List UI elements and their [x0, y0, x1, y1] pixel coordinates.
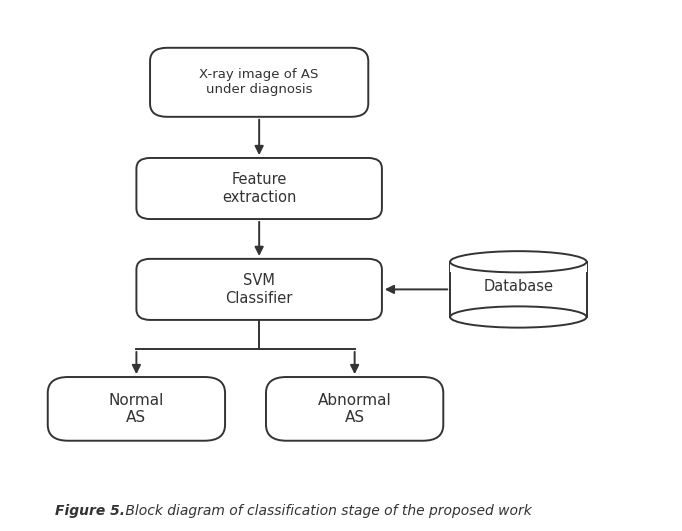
- Ellipse shape: [450, 251, 587, 272]
- Text: Block diagram of classification stage of the proposed work: Block diagram of classification stage of…: [121, 504, 532, 518]
- FancyBboxPatch shape: [48, 377, 225, 441]
- Text: Figure 5.: Figure 5.: [55, 504, 125, 518]
- Text: Feature
extraction: Feature extraction: [222, 172, 297, 205]
- FancyBboxPatch shape: [150, 48, 368, 117]
- Text: SVM
Classifier: SVM Classifier: [226, 273, 293, 306]
- FancyBboxPatch shape: [136, 158, 382, 219]
- Text: Normal
AS: Normal AS: [108, 392, 164, 425]
- FancyBboxPatch shape: [136, 259, 382, 320]
- Bar: [450, 251, 587, 272]
- Text: X-ray image of AS
under diagnosis: X-ray image of AS under diagnosis: [199, 68, 319, 96]
- FancyBboxPatch shape: [266, 377, 443, 441]
- Text: Abnormal
AS: Abnormal AS: [318, 392, 391, 425]
- Text: Database: Database: [484, 279, 553, 294]
- Ellipse shape: [450, 306, 587, 328]
